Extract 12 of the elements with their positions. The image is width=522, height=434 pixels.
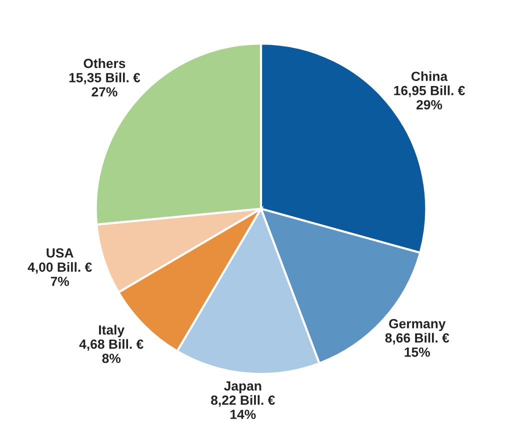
slice-label: Germany	[389, 319, 446, 332]
slice-label: USA	[46, 248, 74, 258]
data-label: 15,35 Bill. € 27%	[69, 72, 140, 97]
slice-label: Italy	[99, 324, 124, 338]
data-label: 16,95 Bill. € 29%	[394, 86, 465, 110]
data-label: 8,66 Bill. € 15%	[385, 332, 450, 357]
data-label: 4,68 Bill. € 8%	[79, 339, 144, 364]
slice-label: China	[411, 71, 448, 82]
slice-label: Others	[84, 58, 126, 68]
slice-label: Japan	[224, 381, 262, 394]
data-label: 4,00 Bill. € 7%	[28, 262, 92, 286]
data-label: 8,22 Bill. € 14%	[211, 395, 275, 420]
